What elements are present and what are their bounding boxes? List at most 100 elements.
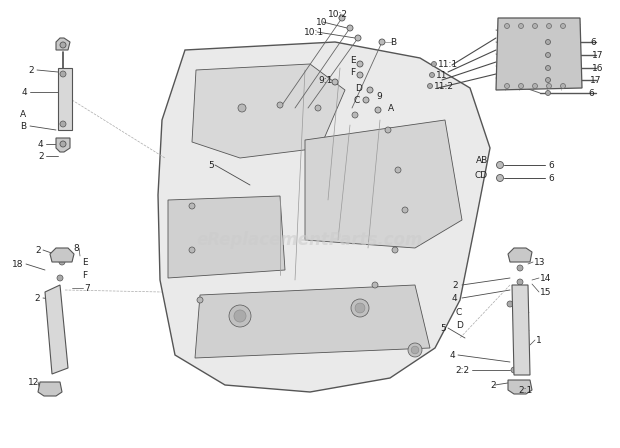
Text: E: E xyxy=(82,258,87,267)
Text: 17: 17 xyxy=(592,51,603,60)
Text: 8: 8 xyxy=(73,244,79,253)
Text: E: E xyxy=(350,56,356,65)
Circle shape xyxy=(507,301,513,307)
Circle shape xyxy=(517,265,523,271)
Circle shape xyxy=(45,383,55,393)
Circle shape xyxy=(315,105,321,111)
Circle shape xyxy=(546,23,552,29)
Circle shape xyxy=(408,343,422,357)
Circle shape xyxy=(347,25,353,31)
Text: 11: 11 xyxy=(436,70,448,79)
Text: 10:1: 10:1 xyxy=(304,27,324,36)
Text: 6: 6 xyxy=(548,173,554,182)
Polygon shape xyxy=(508,380,532,394)
Text: CD: CD xyxy=(475,171,488,180)
Text: 4: 4 xyxy=(22,87,28,96)
Text: 5: 5 xyxy=(208,160,214,169)
Circle shape xyxy=(511,382,517,388)
Text: AB: AB xyxy=(476,155,488,164)
Text: 2: 2 xyxy=(490,380,495,389)
Circle shape xyxy=(351,299,369,317)
Text: 4: 4 xyxy=(38,139,43,148)
Text: 2: 2 xyxy=(38,151,43,160)
Circle shape xyxy=(432,61,436,66)
Polygon shape xyxy=(168,196,285,278)
Circle shape xyxy=(546,39,551,44)
Text: C: C xyxy=(456,307,463,316)
Circle shape xyxy=(60,42,66,48)
Polygon shape xyxy=(58,68,72,130)
Circle shape xyxy=(60,141,66,147)
Polygon shape xyxy=(38,382,62,396)
Polygon shape xyxy=(50,248,74,262)
Circle shape xyxy=(505,23,510,29)
Circle shape xyxy=(339,15,345,21)
Text: 14: 14 xyxy=(540,273,551,283)
Circle shape xyxy=(60,71,66,77)
Text: F: F xyxy=(350,68,355,77)
Circle shape xyxy=(430,73,435,78)
Circle shape xyxy=(546,78,551,82)
Text: 10: 10 xyxy=(316,17,327,26)
Circle shape xyxy=(355,303,365,313)
Circle shape xyxy=(497,161,503,168)
Polygon shape xyxy=(158,42,490,392)
Circle shape xyxy=(546,52,551,57)
Text: 5: 5 xyxy=(440,323,446,332)
Circle shape xyxy=(57,275,63,281)
Circle shape xyxy=(402,207,408,213)
Circle shape xyxy=(60,121,66,127)
Text: 9: 9 xyxy=(376,91,382,100)
Text: 7: 7 xyxy=(84,284,90,293)
Circle shape xyxy=(357,72,363,78)
Text: 11:1: 11:1 xyxy=(438,60,458,69)
Text: D: D xyxy=(456,320,463,329)
Text: F: F xyxy=(82,271,87,280)
Circle shape xyxy=(428,83,433,89)
Text: C: C xyxy=(354,95,360,104)
Circle shape xyxy=(375,107,381,113)
Circle shape xyxy=(533,23,538,29)
Circle shape xyxy=(352,112,358,118)
Circle shape xyxy=(515,251,525,261)
Circle shape xyxy=(229,305,251,327)
Text: 11:2: 11:2 xyxy=(434,82,454,90)
Circle shape xyxy=(189,203,195,209)
Circle shape xyxy=(560,83,565,89)
Text: 10:2: 10:2 xyxy=(328,9,348,18)
Text: B: B xyxy=(390,38,396,47)
Circle shape xyxy=(385,127,391,133)
Circle shape xyxy=(59,259,65,265)
Text: 17: 17 xyxy=(590,76,601,85)
Circle shape xyxy=(511,367,517,373)
Circle shape xyxy=(367,87,373,93)
Circle shape xyxy=(533,83,538,89)
Circle shape xyxy=(546,90,551,95)
Circle shape xyxy=(546,65,551,70)
Circle shape xyxy=(546,83,552,89)
Text: 6: 6 xyxy=(590,38,596,47)
Circle shape xyxy=(518,23,523,29)
Text: 4: 4 xyxy=(452,293,458,302)
Circle shape xyxy=(372,282,378,288)
Text: 2: 2 xyxy=(34,293,40,302)
Circle shape xyxy=(189,247,195,253)
Text: 6: 6 xyxy=(548,160,554,169)
Circle shape xyxy=(363,97,369,103)
Text: 16: 16 xyxy=(592,64,603,73)
Polygon shape xyxy=(195,285,430,358)
Text: 13: 13 xyxy=(534,258,546,267)
Text: D: D xyxy=(355,83,362,92)
Text: eReplacementParts.com: eReplacementParts.com xyxy=(197,231,423,249)
Text: 12: 12 xyxy=(28,378,40,387)
Circle shape xyxy=(355,35,361,41)
Circle shape xyxy=(234,310,246,322)
Text: 2:2: 2:2 xyxy=(455,366,469,375)
Circle shape xyxy=(518,83,523,89)
Polygon shape xyxy=(56,38,70,50)
Circle shape xyxy=(392,247,398,253)
Circle shape xyxy=(497,175,503,181)
Text: A: A xyxy=(20,109,26,119)
Circle shape xyxy=(332,79,338,85)
Text: 4: 4 xyxy=(450,350,456,359)
